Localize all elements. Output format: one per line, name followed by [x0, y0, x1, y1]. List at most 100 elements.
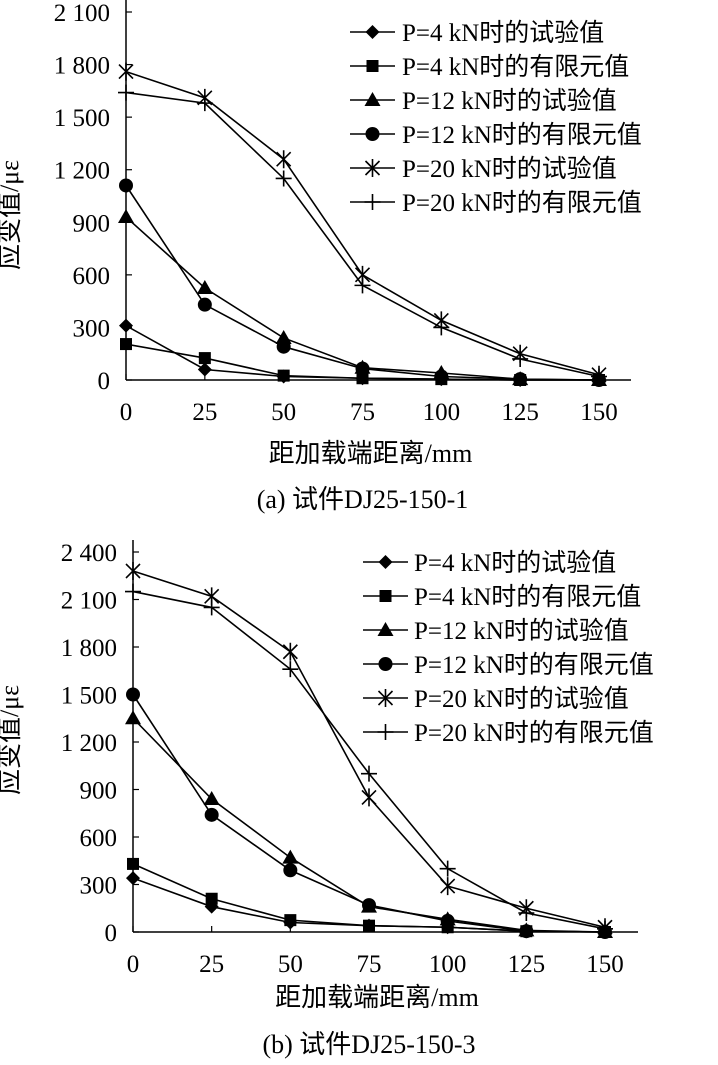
chart-panel-b: 0 300 600 900 1 200 1 500 1 800 2 100 2 400 0 25 50…: [0, 540, 654, 1059]
data-point-marker: [519, 924, 534, 939]
data-point-marker: [205, 892, 218, 905]
y-tick-label: 2 400: [61, 540, 117, 567]
x-tick-label: 150: [580, 399, 618, 426]
data-point-marker: [433, 319, 450, 336]
data-point-marker: [204, 807, 219, 822]
legend: P=4 kN时的试验值 P=4 kN时的有限元值 P=12 kN时的试验值 P=12 …: [350, 19, 642, 217]
data-point-marker: [282, 849, 299, 864]
data-point-marker: [196, 95, 213, 112]
data-point-marker: [275, 329, 292, 344]
data-point-marker: [363, 919, 375, 932]
x-tick-label: 75: [357, 951, 382, 978]
caption-a: (a) 试件DJ25-150-1: [257, 485, 469, 514]
x-tick-label: 75: [350, 399, 375, 426]
y-tick-label: 1 200: [54, 158, 110, 185]
legend-marker: [378, 555, 393, 569]
data-point-marker: [196, 280, 213, 294]
data-point-marker: [591, 368, 607, 385]
chart-panel-a: 0 300 600 900 1 200 1 500 1 800 2 100 0 25 50 75 100…: [0, 0, 642, 514]
legend-marker: [365, 25, 380, 39]
y-axis-label: 应变值/με: [0, 685, 24, 795]
legend-marker: [377, 724, 394, 740]
legend-label: P=20 kN时的有限元值: [402, 189, 642, 217]
y-tick-label: 900: [80, 778, 118, 805]
data-point-marker: [283, 863, 298, 878]
data-point-marker: [119, 318, 133, 333]
data-point-marker: [356, 372, 369, 385]
data-point-marker: [597, 920, 613, 937]
data-point-marker: [282, 661, 299, 678]
data-point-marker: [355, 361, 370, 376]
x-tick-label: 25: [199, 951, 224, 978]
data-point-marker: [439, 860, 456, 877]
x-tick-label: 125: [508, 951, 546, 978]
x-tick-label: 25: [192, 399, 217, 426]
data-point-marker: [276, 150, 292, 169]
legend-marker: [378, 657, 393, 671]
x-axis-label: 距加载端距离/mm: [275, 983, 479, 1012]
x-tick-label: 0: [127, 951, 140, 978]
y-tick-label: 0: [105, 920, 118, 947]
y-tick-label: 900: [73, 210, 111, 237]
x-tick-label: 100: [429, 951, 467, 978]
y-tick-label: 0: [98, 368, 111, 395]
legend-label: P=20 kN时的试验值: [402, 155, 617, 183]
data-point-marker: [118, 84, 134, 101]
legend-marker: [364, 159, 381, 177]
y-tick-label: 1 200: [61, 730, 117, 757]
y-tick-label: 1 800: [54, 53, 110, 80]
legend: P=4 kN时的试验值 P=4 kN时的有限元值 P=12 kN时的试验值 P=12 …: [363, 549, 654, 747]
data-point-marker: [118, 209, 134, 224]
caption-b: (b) 试件DJ25-150-3: [262, 1030, 475, 1059]
data-point-marker: [277, 369, 290, 382]
data-point-marker: [197, 362, 212, 377]
y-tick-label: 300: [73, 315, 111, 342]
y-tick-label: 2 100: [54, 0, 110, 27]
y-axis-label: 应变值/με: [0, 160, 24, 270]
legend-marker: [377, 689, 394, 707]
data-point-marker: [127, 857, 139, 870]
legend-label: P=12 kN时的试验值: [414, 617, 629, 645]
data-point-marker: [434, 369, 449, 384]
x-tick-label: 100: [423, 399, 461, 426]
legend-label: P=4 kN时的试验值: [402, 19, 604, 47]
data-point-marker: [440, 913, 455, 928]
legend-label: P=12 kN时的有限元值: [402, 121, 642, 149]
data-point-marker: [125, 583, 141, 600]
legend-marker: [364, 92, 381, 106]
legend-marker: [379, 590, 392, 602]
data-point-marker: [276, 339, 291, 354]
x-axis-label: 距加载端距离/mm: [269, 439, 473, 468]
legend-marker: [366, 60, 379, 72]
data-point-marker: [282, 642, 298, 661]
data-point-marker: [354, 277, 371, 294]
data-point-marker: [512, 350, 529, 367]
legend-marker: [365, 127, 380, 141]
x-tick-label: 0: [120, 399, 133, 426]
data-point-marker: [118, 62, 134, 81]
legend-label: P=12 kN时的有限元值: [414, 651, 654, 679]
legend-label: P=4 kN时的试验值: [414, 549, 616, 577]
legend-marker: [377, 622, 394, 636]
x-tick-label: 125: [501, 399, 539, 426]
data-point-marker: [119, 178, 133, 193]
data-point-marker: [440, 877, 456, 896]
data-point-marker: [197, 297, 212, 312]
legend-label: P=4 kN时的有限元值: [414, 583, 641, 611]
legend-label: P=4 kN时的有限元值: [402, 53, 629, 81]
x-tick-label: 50: [271, 399, 296, 426]
legend-label: P=12 kN时的试验值: [402, 87, 617, 115]
series-3: [118, 209, 607, 386]
data-point-marker: [120, 338, 132, 351]
series-line: [125, 70, 600, 376]
legend-label: P=20 kN时的有限元值: [414, 719, 654, 747]
series-2: [127, 857, 611, 938]
data-point-marker: [362, 898, 376, 913]
x-tick-label: 50: [278, 951, 303, 978]
data-point-marker: [203, 791, 220, 805]
data-point-marker: [126, 687, 140, 702]
data-point-marker: [126, 871, 140, 886]
legend-marker: [364, 194, 381, 210]
y-tick-label: 1 800: [61, 635, 117, 662]
